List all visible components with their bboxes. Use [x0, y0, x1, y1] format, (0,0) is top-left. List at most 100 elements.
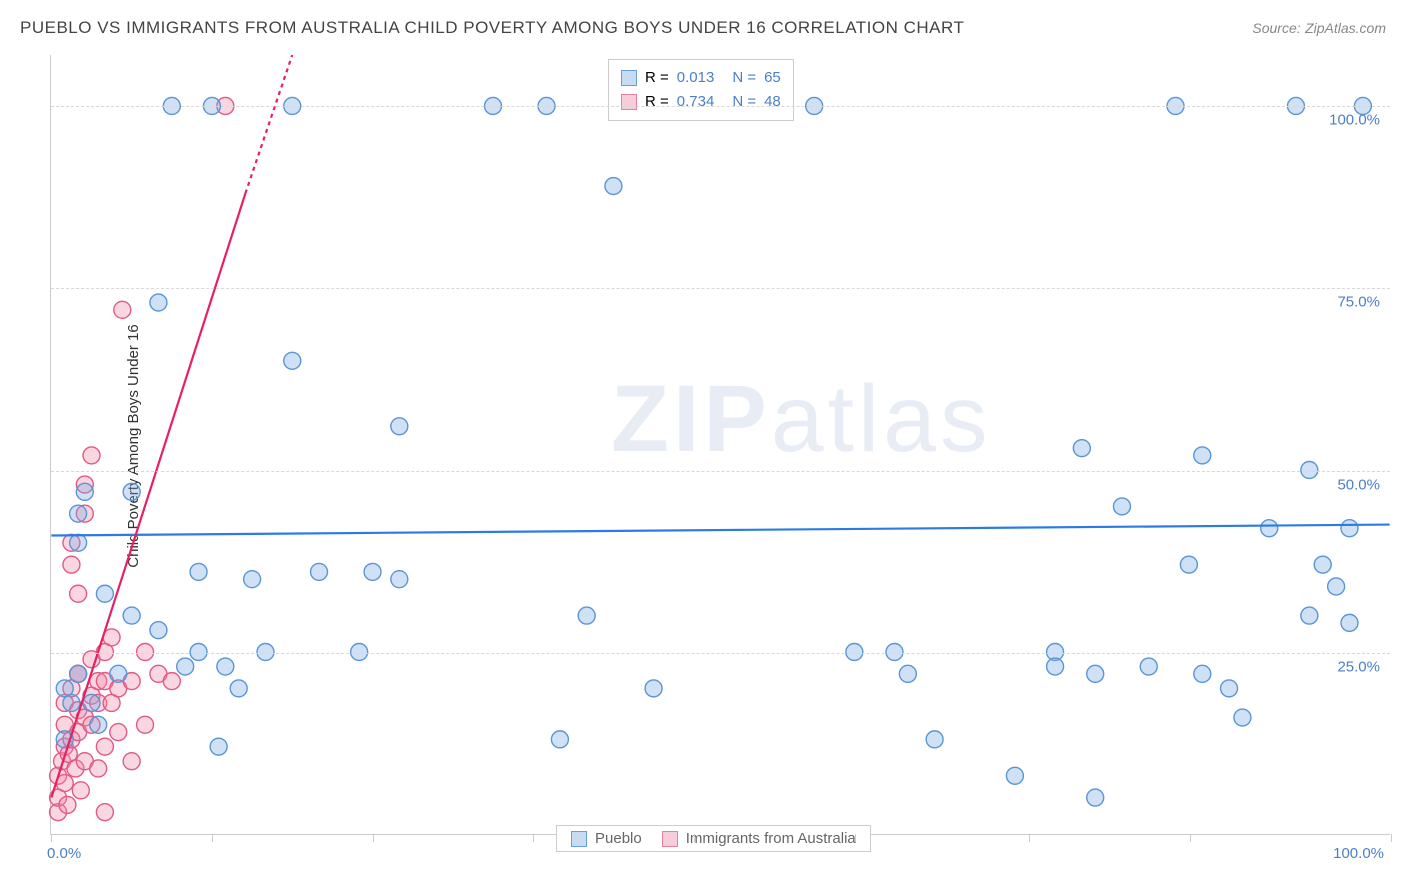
immigrants-point: [83, 447, 100, 464]
y-tick-label: 75.0%: [1337, 294, 1380, 311]
x-tick: [533, 834, 534, 842]
source: Source: ZipAtlas.com: [1252, 20, 1386, 38]
pueblo-point: [1006, 767, 1023, 784]
x-tick-label: 0.0%: [47, 845, 81, 862]
gridline: [51, 288, 1390, 289]
pueblo-point: [899, 665, 916, 682]
pueblo-point: [1341, 520, 1358, 537]
y-tick-label: 50.0%: [1337, 476, 1380, 493]
pueblo-point: [578, 607, 595, 624]
immigrants-point: [137, 716, 154, 733]
immigrants-r-value: 0.734: [677, 90, 715, 114]
gridline: [51, 106, 1390, 107]
stats-row-immigrants: R = 0.734 N = 48: [621, 90, 781, 114]
pueblo-point: [177, 658, 194, 675]
x-tick: [1391, 834, 1392, 842]
legend-pueblo-swatch-icon: [571, 831, 587, 847]
legend-pueblo-label: Pueblo: [595, 830, 642, 847]
pueblo-point: [63, 694, 80, 711]
immigrants-n-value: 48: [764, 90, 781, 114]
immigrants-point: [70, 585, 87, 602]
pueblo-point: [1341, 614, 1358, 631]
immigrants-point: [110, 724, 127, 741]
pueblo-point: [364, 563, 381, 580]
x-tick: [1190, 834, 1191, 842]
immigrants-point: [123, 753, 140, 770]
pueblo-n-value: 65: [764, 66, 781, 90]
immigrants-point: [59, 796, 76, 813]
x-tick: [1029, 834, 1030, 842]
trend-line: [51, 525, 1389, 536]
immigrants-point: [163, 673, 180, 690]
pueblo-point: [284, 352, 301, 369]
pueblo-point: [210, 738, 227, 755]
plot-area: ZIPatlas R = 0.013 N = 65 R = 0.734 N = …: [50, 55, 1390, 835]
pueblo-point: [1087, 665, 1104, 682]
pueblo-point: [1261, 520, 1278, 537]
pueblo-point: [90, 716, 107, 733]
x-tick: [373, 834, 374, 842]
pueblo-point: [1047, 658, 1064, 675]
immigrants-point: [114, 301, 131, 318]
chart-svg: [51, 55, 1390, 834]
pueblo-point: [123, 607, 140, 624]
legend-immigrants-label: Immigrants from Australia: [686, 830, 856, 847]
pueblo-point: [551, 731, 568, 748]
pueblo-point: [76, 483, 93, 500]
pueblo-point: [83, 694, 100, 711]
n-label-2: N =: [732, 90, 756, 114]
legend-item-immigrants: Immigrants from Australia: [662, 830, 856, 847]
pueblo-r-value: 0.013: [677, 66, 715, 90]
pueblo-point: [1113, 498, 1130, 515]
pueblo-point: [1301, 607, 1318, 624]
y-tick-label: 100.0%: [1329, 112, 1380, 129]
gridline: [51, 653, 1390, 654]
pueblo-point: [1194, 447, 1211, 464]
x-tick: [212, 834, 213, 842]
immigrants-point: [96, 738, 113, 755]
pueblo-point: [391, 571, 408, 588]
immigrants-point: [96, 804, 113, 821]
pueblo-point: [70, 665, 87, 682]
legend-immigrants-swatch-icon: [662, 831, 678, 847]
pueblo-point: [645, 680, 662, 697]
stats-row-pueblo: R = 0.013 N = 65: [621, 66, 781, 90]
stats-box: R = 0.013 N = 65 R = 0.734 N = 48: [608, 59, 794, 121]
pueblo-point: [1234, 709, 1251, 726]
immigrants-point: [90, 760, 107, 777]
pueblo-point: [230, 680, 247, 697]
pueblo-point: [605, 178, 622, 195]
legend-item-pueblo: Pueblo: [571, 830, 642, 847]
x-tick: [694, 834, 695, 842]
r-label: R =: [645, 66, 669, 90]
immigrants-swatch-icon: [621, 94, 637, 110]
pueblo-point: [1194, 665, 1211, 682]
pueblo-point: [123, 483, 140, 500]
x-tick: [51, 834, 52, 842]
pueblo-point: [1328, 578, 1345, 595]
pueblo-point: [1140, 658, 1157, 675]
x-tick-label: 100.0%: [1333, 845, 1384, 862]
pueblo-swatch-icon: [621, 70, 637, 86]
source-label: Source:: [1252, 20, 1300, 36]
pueblo-point: [1087, 789, 1104, 806]
r-label-2: R =: [645, 90, 669, 114]
pueblo-point: [110, 665, 127, 682]
y-tick-label: 25.0%: [1337, 658, 1380, 675]
pueblo-point: [150, 294, 167, 311]
pueblo-point: [244, 571, 261, 588]
legend-bottom: Pueblo Immigrants from Australia: [556, 825, 871, 852]
pueblo-point: [96, 585, 113, 602]
n-label: N =: [732, 66, 756, 90]
pueblo-point: [926, 731, 943, 748]
pueblo-point: [217, 658, 234, 675]
immigrants-point: [72, 782, 89, 799]
pueblo-point: [70, 505, 87, 522]
chart-title: PUEBLO VS IMMIGRANTS FROM AUSTRALIA CHIL…: [20, 18, 964, 38]
pueblo-point: [1073, 440, 1090, 457]
pueblo-point: [1221, 680, 1238, 697]
pueblo-point: [311, 563, 328, 580]
pueblo-point: [1314, 556, 1331, 573]
gridline: [51, 471, 1390, 472]
pueblo-point: [1180, 556, 1197, 573]
